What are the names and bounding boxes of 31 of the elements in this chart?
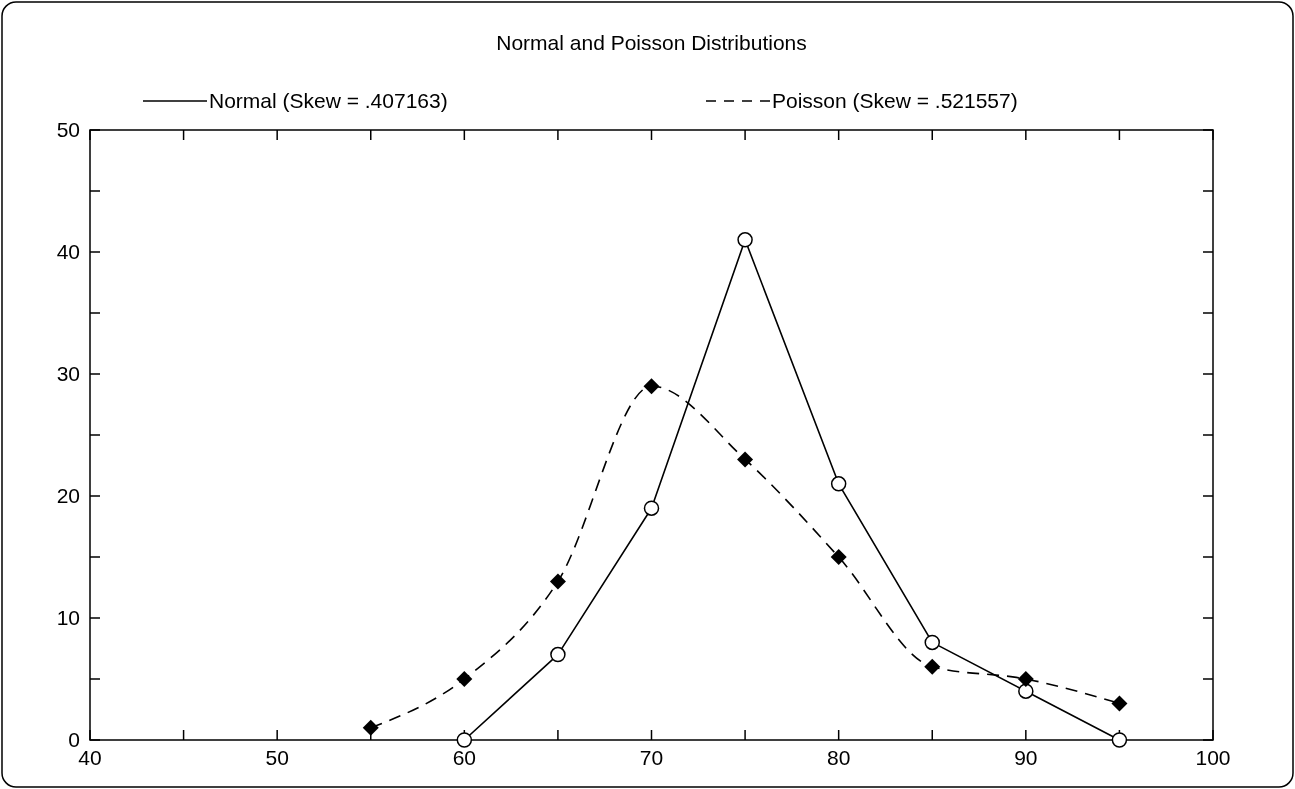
x-tick-label: 80 <box>826 746 851 769</box>
point <box>362 719 379 736</box>
point <box>1017 671 1034 687</box>
point <box>643 500 660 516</box>
point <box>1018 683 1034 699</box>
point <box>456 671 473 687</box>
y-tick-label: 0 <box>68 728 80 751</box>
legend-label: Normal (Skew = .407163) <box>209 89 448 112</box>
y-tick-label: 40 <box>56 240 80 263</box>
chart-title: Normal and Poisson Distributions <box>496 31 807 54</box>
point <box>924 634 940 651</box>
x-tick-label: 70 <box>639 746 664 769</box>
point <box>830 476 847 492</box>
x-tick-label: 90 <box>1014 746 1038 769</box>
point <box>550 646 566 663</box>
x-tick-label: 100 <box>1195 746 1231 769</box>
legend-label: Poisson (Skew = .521557) <box>772 89 1018 112</box>
point <box>549 573 566 590</box>
point <box>737 232 753 248</box>
x-tick-label: 40 <box>78 746 102 769</box>
point <box>737 451 754 468</box>
point <box>1111 695 1128 712</box>
y-tick-label: 10 <box>56 606 80 629</box>
x-tick-label: 50 <box>265 746 289 769</box>
y-tick-label: 30 <box>56 362 80 385</box>
point <box>830 549 847 565</box>
point <box>924 658 941 675</box>
y-tick-label: 20 <box>56 484 80 507</box>
y-tick-label: 50 <box>56 118 80 141</box>
x-tick-label: 60 <box>452 746 477 769</box>
point <box>643 378 660 395</box>
